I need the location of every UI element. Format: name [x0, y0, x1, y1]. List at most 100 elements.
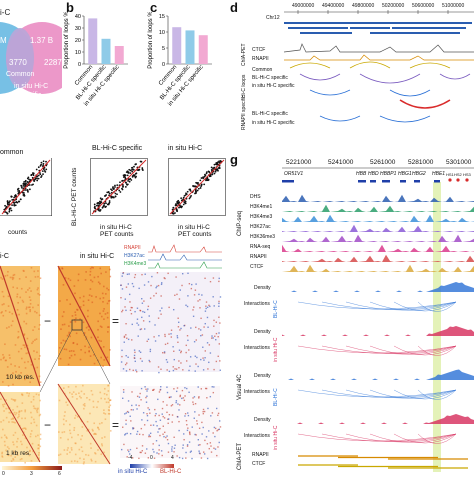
g-gene-3: HBBP1 [380, 171, 397, 177]
hm-label-hic: i-C [0, 253, 9, 260]
chart-c-ytick-1: 5 [162, 46, 165, 52]
panel-g: 5221000 5241000 5261000 5281000 5301000 … [237, 158, 474, 474]
g-v4c-arc-2-4 [393, 389, 457, 400]
panel-letter-c: c [150, 0, 158, 15]
g-v4c-row-1-0: Density [254, 329, 271, 335]
g-coord-0: 5221000 [286, 159, 312, 166]
equals-sign-0: = [112, 314, 120, 328]
d-coord-1: 49400000 [322, 3, 345, 9]
minus-sign-0: − [44, 314, 52, 328]
d-track-bl: BL-Hi-C specific [252, 75, 288, 81]
g-v4c-row-0-0: Density [254, 285, 271, 291]
res-10kb: 10 kb res. [6, 374, 35, 381]
legend-tick-6: 6 [58, 471, 61, 477]
chart-b-ytick-0: 0 [78, 62, 81, 68]
g-v4c-row-3-0: Density [254, 417, 271, 423]
g-coord-4: 5301000 [446, 159, 472, 166]
g-chip-label-5: RNA-seq [250, 244, 271, 250]
d-group-rnapii: RNAPII specific [241, 95, 247, 130]
g-chip-track-1 [282, 204, 474, 212]
chart-b-ylabel: Proportion of loops % [64, 12, 70, 69]
diff-tick-pos: 4 [171, 455, 174, 461]
scatter-xlabel-2: in situ Hi-C PET counts [178, 224, 212, 238]
d-track-insitu2: in situ Hi-C specific [252, 120, 295, 126]
scatter-title-1: BL-Hi-C specific [92, 145, 143, 152]
g-v4c-density-1 [282, 326, 474, 336]
minus-sign-1: − [44, 418, 52, 432]
venn-label-2287: 2287 [44, 58, 62, 67]
g-group-v4c: Visual 4C [237, 374, 243, 400]
diff-label-bl: BL-Hi-C [160, 469, 182, 475]
g-chip-track-5 [282, 244, 474, 252]
g-v4c-arc-0-0 [297, 301, 457, 310]
d-coord-2: 49800000 [352, 3, 375, 9]
diff-tick-neg: -4 [128, 455, 133, 461]
g-gene-2: HBD [368, 171, 379, 177]
venn-label-hic: i-C [0, 8, 11, 17]
chart-c-bar-1 [185, 30, 195, 64]
equals-sign-1: = [112, 418, 120, 432]
res-1kb: 1 kb res. [6, 450, 31, 457]
g-gene-4: HBG1 [398, 171, 412, 177]
g-v4c-density-3 [282, 414, 474, 424]
g-gene-0: OR51V1 [284, 171, 304, 177]
g-chip-track-4 [282, 234, 474, 242]
chart-c-ytick-3: 15 [159, 14, 165, 20]
diff-label-insitu: in situ Hi-C [118, 469, 148, 475]
g-gene-8: HS2 [454, 172, 462, 177]
g-chip-track-3 [282, 224, 474, 232]
g-v4c-row-2-0: Density [254, 373, 271, 379]
g-v4c-side-1: in situ Hi-C [273, 337, 279, 362]
g-chip-label-3: H3K27ac [250, 224, 271, 230]
chart-b-bar-1 [101, 38, 111, 64]
chart-b-ytick-2: 20 [75, 38, 81, 44]
chart-b-ytick-1: 10 [75, 50, 81, 56]
g-coord-3: 5281000 [408, 159, 434, 166]
g-v4c-side-2: BL-Hi-C [273, 388, 279, 406]
d-coord-0: 49000000 [292, 3, 315, 9]
g-chia-label-0: RNAPII [252, 452, 269, 458]
g-v4c-arc-1-3 [369, 345, 457, 355]
g-v4c-arc-2-5 [417, 389, 457, 400]
g-coord-2: 5261000 [370, 159, 396, 166]
g-chip-label-6: RNAPII [250, 254, 267, 260]
scatter-xlabel-1: in situ Hi-C PET counts [100, 224, 134, 238]
g-v4c-side-0: BL-Hi-C [273, 300, 279, 318]
g-v4c-arc-1-4 [393, 345, 457, 356]
d-group-chia: ChIA-PET [241, 43, 247, 66]
g-v4c-row-0-1: Interactions [244, 301, 270, 307]
g-v4c-arc-3-5 [417, 433, 457, 444]
d-track-insitu: in situ Hi-C specific [252, 83, 295, 89]
g-v4c-arc-3-0 [297, 433, 457, 442]
g-chia-label-1: CTCF [252, 461, 266, 467]
d-track-rnapii: RNAPII [252, 56, 269, 62]
d-track-bl2: BL-Hi-C specific [252, 111, 288, 117]
g-gene-5: HBG2 [412, 171, 426, 177]
panel-b-chart: 0 10 20 30 40 Proportion of loops % Common BL-H… [62, 12, 132, 132]
g-chip-track-0 [282, 194, 474, 202]
g-chip-track-2 [282, 214, 474, 222]
g-v4c-arc-0-5 [417, 301, 457, 312]
g-v4c-arc-2-3 [369, 389, 457, 399]
g-v4c-arc-2-0 [297, 389, 457, 398]
d-coord-3: 50200000 [382, 3, 405, 9]
g-chip-track-7 [282, 264, 474, 272]
chart-c-ylabel: Proportion of loops % [148, 12, 154, 69]
g-gene-1: HBB [356, 171, 367, 177]
legend-tick-3: 3 [30, 471, 33, 477]
panel-letter-b: b [66, 0, 74, 15]
g-group-chia: ChIA-PET [237, 442, 243, 470]
panel-c-chart: 0 5 10 15 Proportion of loops % Common BL-Hi-C… [146, 12, 216, 132]
d-coord-5: 51000000 [442, 3, 465, 9]
g-chip-label-2: H3K4me3 [250, 214, 273, 220]
chart-b-ytick-4: 40 [75, 14, 81, 20]
chart-b-ytick-3: 30 [75, 26, 81, 32]
g-coord-1: 5241000 [328, 159, 354, 166]
g-v4c-row-1-1: Interactions [244, 345, 270, 351]
chart-b-bar-2 [114, 46, 124, 64]
panel-d: Chr12 49000000 49400000 49800000 5020000… [240, 0, 474, 135]
g-v4c-side-3: in situ Hi-C [273, 425, 279, 450]
hm-chip-rnapii: RNAPII [124, 245, 141, 251]
g-v4c-arc-1-0 [297, 345, 457, 354]
